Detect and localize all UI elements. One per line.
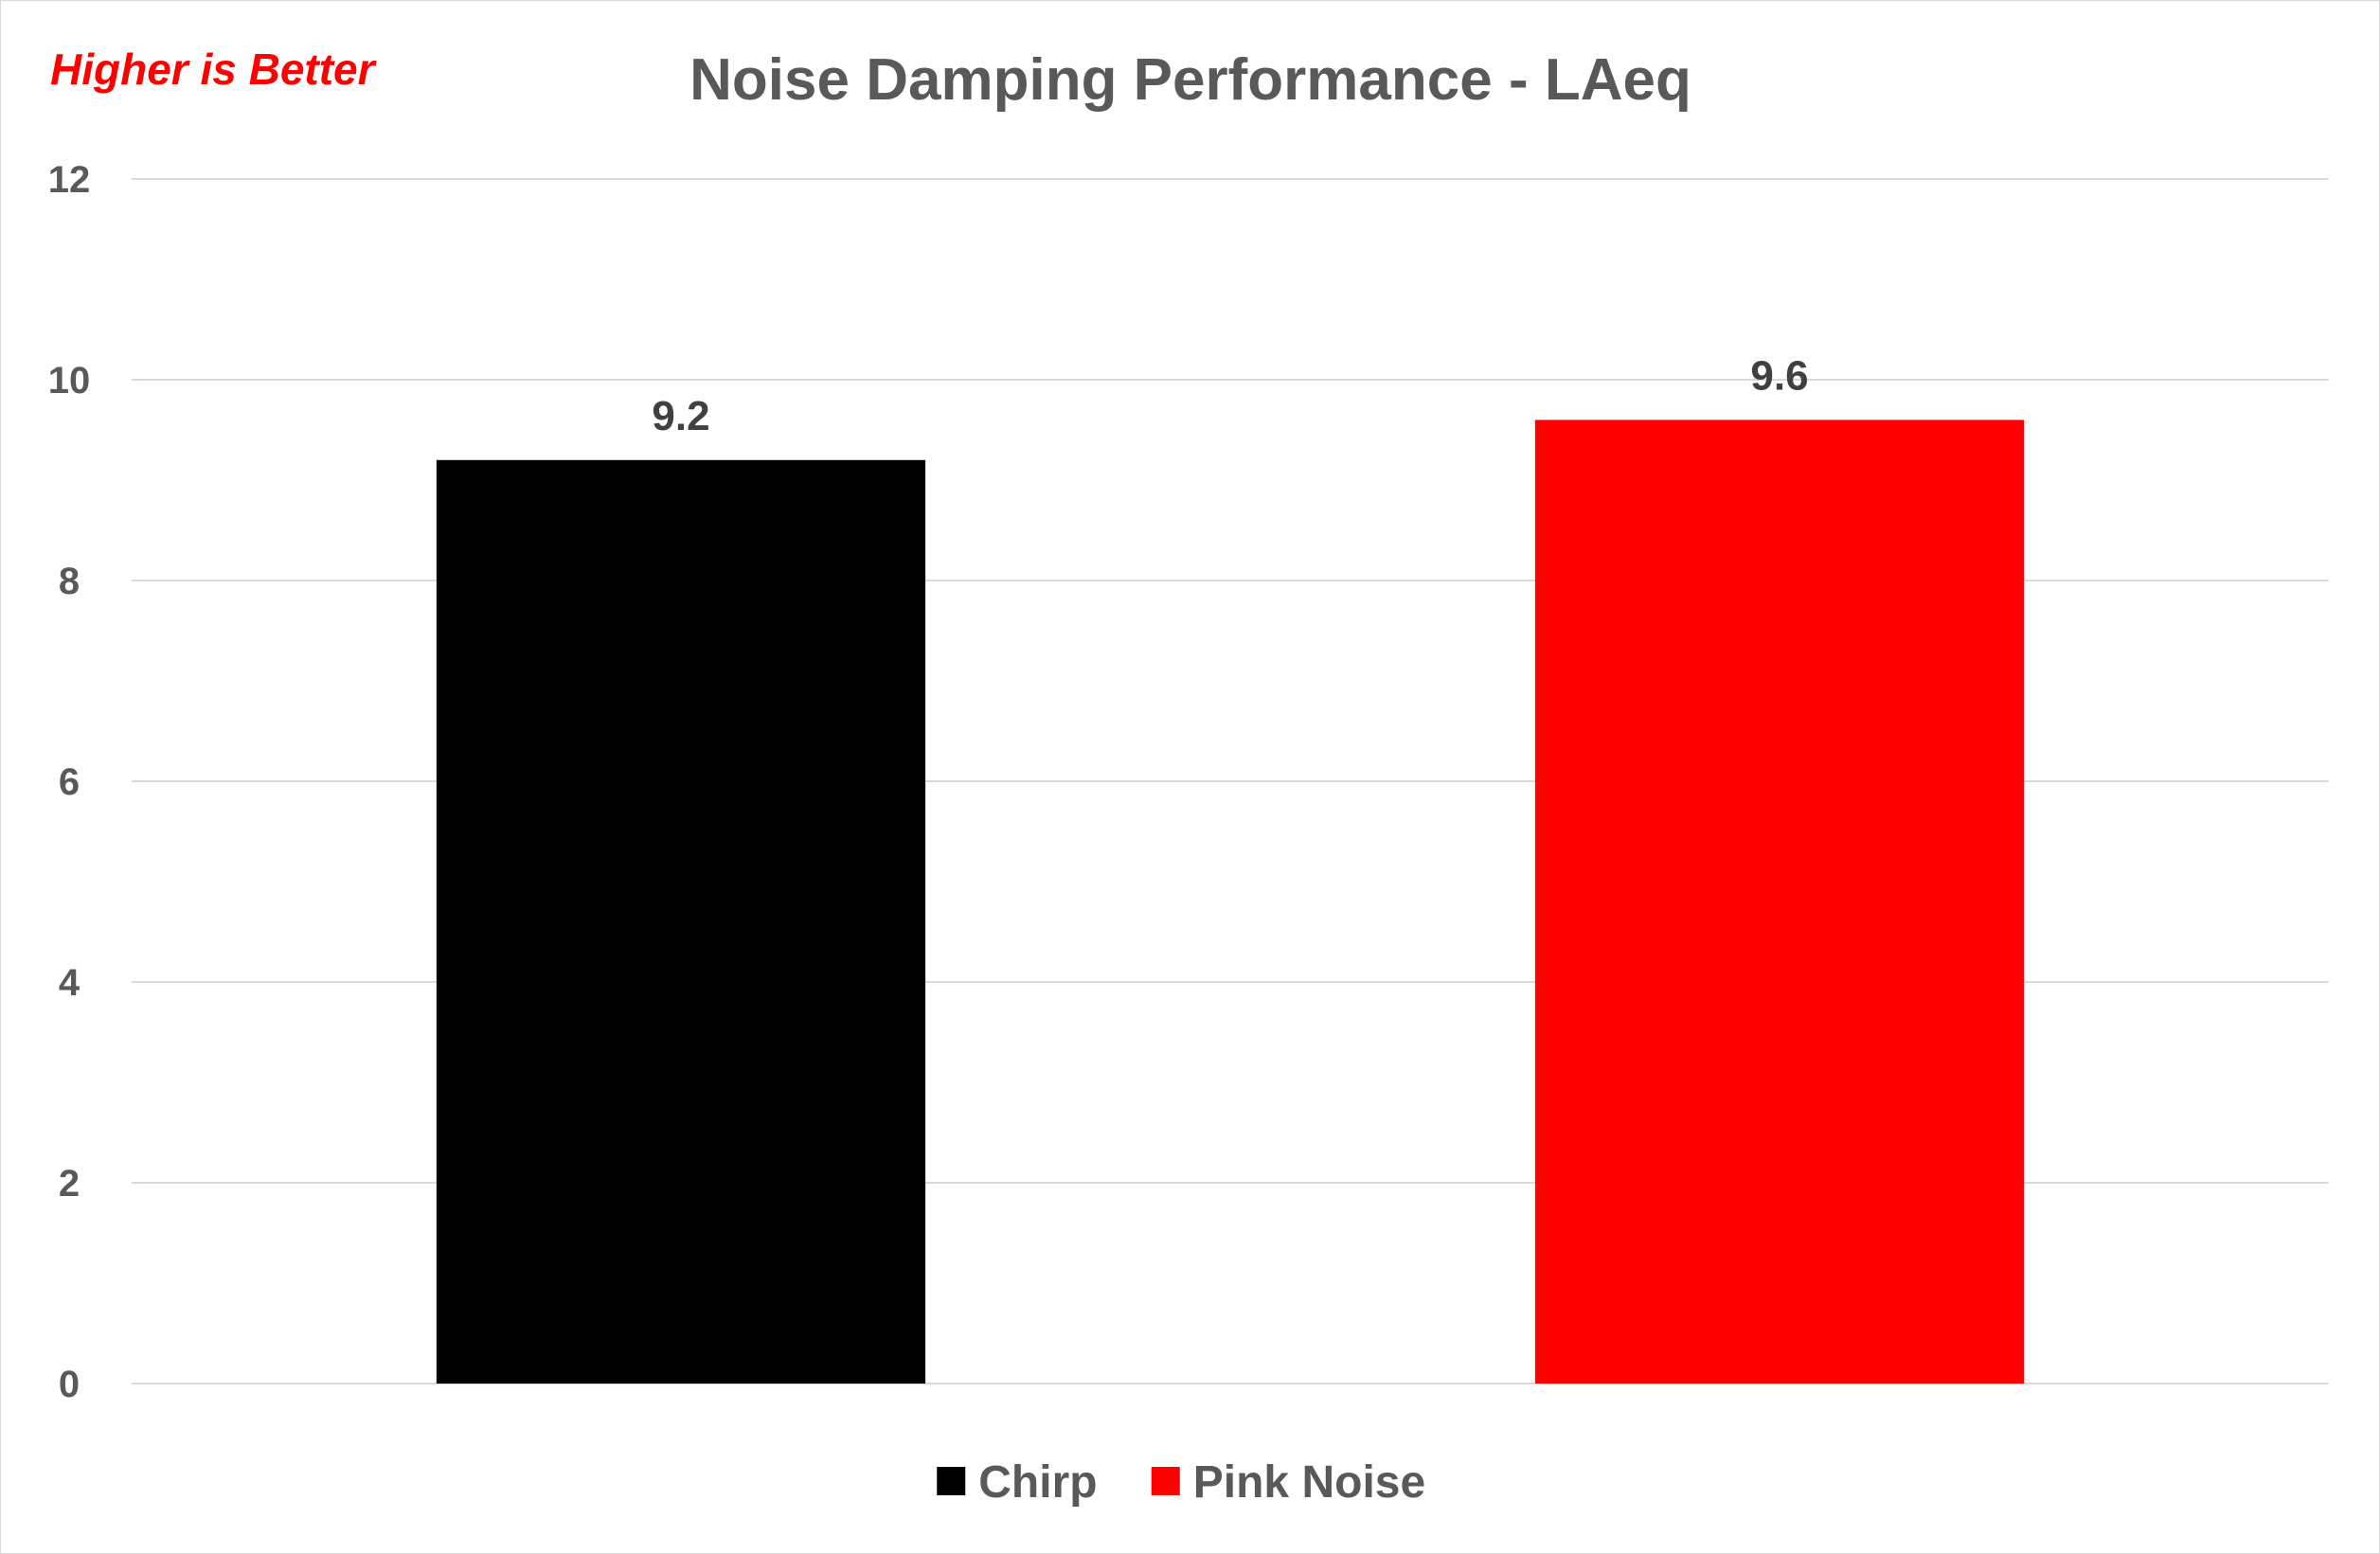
legend-swatch-chirp	[937, 1467, 966, 1495]
y-tick-label-2: 2	[59, 1163, 80, 1205]
chart-annotation: Higher is Better	[50, 45, 377, 94]
y-tick-label-8: 8	[59, 561, 80, 602]
y-tick-label-12: 12	[48, 159, 91, 201]
data-labels: 9.2 9.6	[652, 352, 1808, 438]
legend-label-pink-noise: Pink Noise	[1193, 1457, 1425, 1508]
y-axis-ticks: 0 2 4 6 8 10 12	[48, 159, 91, 1405]
legend-label-chirp: Chirp	[978, 1457, 1097, 1508]
y-tick-label-6: 6	[59, 761, 80, 803]
y-tick-label-4: 4	[59, 962, 81, 1004]
bar-pink-noise	[1534, 420, 2025, 1384]
y-tick-label-10: 10	[48, 360, 91, 402]
y-tick-label-0: 0	[59, 1364, 80, 1405]
bars	[436, 420, 2025, 1384]
legend: Chirp Pink Noise	[937, 1457, 1425, 1508]
data-label-pink-noise: 9.6	[1750, 352, 1808, 399]
legend-swatch-pink-noise	[1151, 1467, 1180, 1495]
chart-title: Noise Damping Performance - LAeq	[689, 47, 1691, 113]
data-label-chirp: 9.2	[652, 393, 709, 439]
bar-chirp	[436, 459, 926, 1384]
